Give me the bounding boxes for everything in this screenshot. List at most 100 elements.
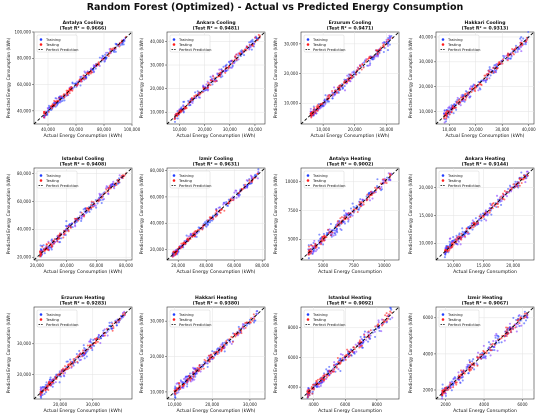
training-point	[525, 170, 529, 173]
training-point	[173, 387, 176, 390]
testing-point	[366, 58, 369, 61]
training-point	[361, 198, 364, 201]
training-point	[212, 214, 215, 217]
y-tick-label: 10,000	[150, 389, 164, 394]
training-point	[340, 228, 343, 232]
testing-point	[325, 376, 328, 379]
subplot-title-line: (Test R² = 0.9471)	[327, 26, 374, 32]
training-point	[334, 233, 337, 236]
testing-point	[251, 180, 254, 183]
training-point	[494, 334, 497, 337]
testing-point	[336, 356, 339, 359]
testing-point	[455, 100, 458, 103]
x-axis-label: Actual Energy Consumption (kWh)	[44, 269, 123, 275]
y-axis-label: Predicted Energy Consumption (kWh)	[6, 173, 12, 254]
testing-point	[175, 113, 178, 116]
training-point	[220, 343, 223, 346]
testing-point	[526, 38, 529, 41]
training-point	[319, 384, 322, 387]
legend-marker-testing	[441, 43, 445, 46]
training-point	[391, 316, 394, 319]
training-point	[480, 219, 483, 222]
testing-point	[215, 209, 218, 212]
x-tick-label: 60,000	[69, 127, 83, 132]
training-point	[78, 349, 81, 353]
testing-point	[385, 181, 388, 184]
legend-marker-training	[441, 313, 445, 316]
legend-label-training: Training	[447, 174, 463, 178]
testing-point	[500, 337, 503, 340]
training-point	[209, 75, 212, 78]
subplot-12: 2000 4000 6000 2000 4000 6000 Izmir Heating(Te…	[408, 295, 535, 414]
x-tick-label: 60,000	[227, 263, 241, 268]
legend-marker-testing	[39, 179, 43, 182]
training-point	[508, 322, 512, 325]
testing-point	[58, 232, 61, 235]
training-point	[56, 104, 59, 107]
x-axis-label: Actual Energy Consumption (kWh)	[44, 408, 123, 414]
testing-point	[445, 117, 448, 120]
training-point	[527, 30, 530, 34]
testing-point	[115, 184, 118, 187]
testing-point	[442, 392, 445, 395]
testing-point	[69, 87, 72, 90]
x-tick-label: 40,000	[41, 127, 55, 132]
training-point	[102, 55, 105, 58]
y-tick-label: 7500	[288, 208, 299, 213]
y-axis-label: Predicted Energy Consumption (kWh)	[139, 312, 145, 393]
testing-point	[506, 328, 509, 331]
legend-label-perfect: Perfect Prediction	[179, 48, 212, 52]
testing-point	[351, 351, 354, 354]
testing-point	[350, 74, 353, 77]
testing-point	[50, 107, 53, 110]
testing-point	[463, 235, 466, 238]
training-point	[319, 382, 323, 385]
legend-box	[303, 309, 345, 328]
testing-point	[470, 87, 473, 90]
training-point	[341, 353, 344, 356]
legend-box	[169, 309, 211, 328]
training-point	[520, 171, 523, 174]
testing-point	[312, 108, 315, 111]
testing-point	[121, 174, 124, 177]
testing-point	[185, 381, 188, 384]
testing-point	[241, 326, 244, 329]
testing-point	[462, 95, 465, 98]
training-point	[311, 390, 314, 393]
training-point	[357, 208, 360, 211]
testing-point	[233, 332, 236, 335]
testing-point	[481, 353, 484, 356]
testing-point	[321, 378, 324, 381]
testing-point	[468, 368, 471, 371]
testing-point	[177, 382, 180, 385]
testing-point	[72, 358, 75, 361]
training-point	[208, 81, 212, 84]
subplot-8: 10,000 15,000 20,000 10,000 15,000 20,000 Anka…	[408, 156, 535, 275]
subplot-title-line: Antalya Cooling	[63, 20, 104, 26]
testing-point	[477, 357, 480, 360]
testing-point	[360, 68, 363, 71]
training-point	[233, 61, 236, 64]
training-point	[99, 341, 102, 345]
legend-label-testing: Testing	[312, 318, 326, 322]
testing-point	[306, 396, 309, 399]
testing-point	[310, 388, 313, 391]
testing-point	[332, 363, 335, 366]
training-point	[520, 324, 523, 327]
x-axis-label: Actual Energy Consumption	[318, 408, 382, 414]
testing-point	[176, 249, 179, 252]
legend-label-training: Training	[178, 313, 194, 317]
training-point	[89, 338, 92, 341]
x-tick-label: 10,000	[168, 402, 182, 407]
perfect-prediction-line	[435, 167, 535, 261]
training-point	[88, 340, 91, 343]
training-point	[374, 335, 377, 338]
y-tick-label: 20,000	[150, 247, 164, 252]
testing-point	[373, 191, 376, 194]
y-tick-label: 20,000	[150, 86, 164, 91]
training-point	[237, 54, 240, 57]
testing-point	[455, 106, 458, 109]
testing-point	[57, 234, 60, 237]
